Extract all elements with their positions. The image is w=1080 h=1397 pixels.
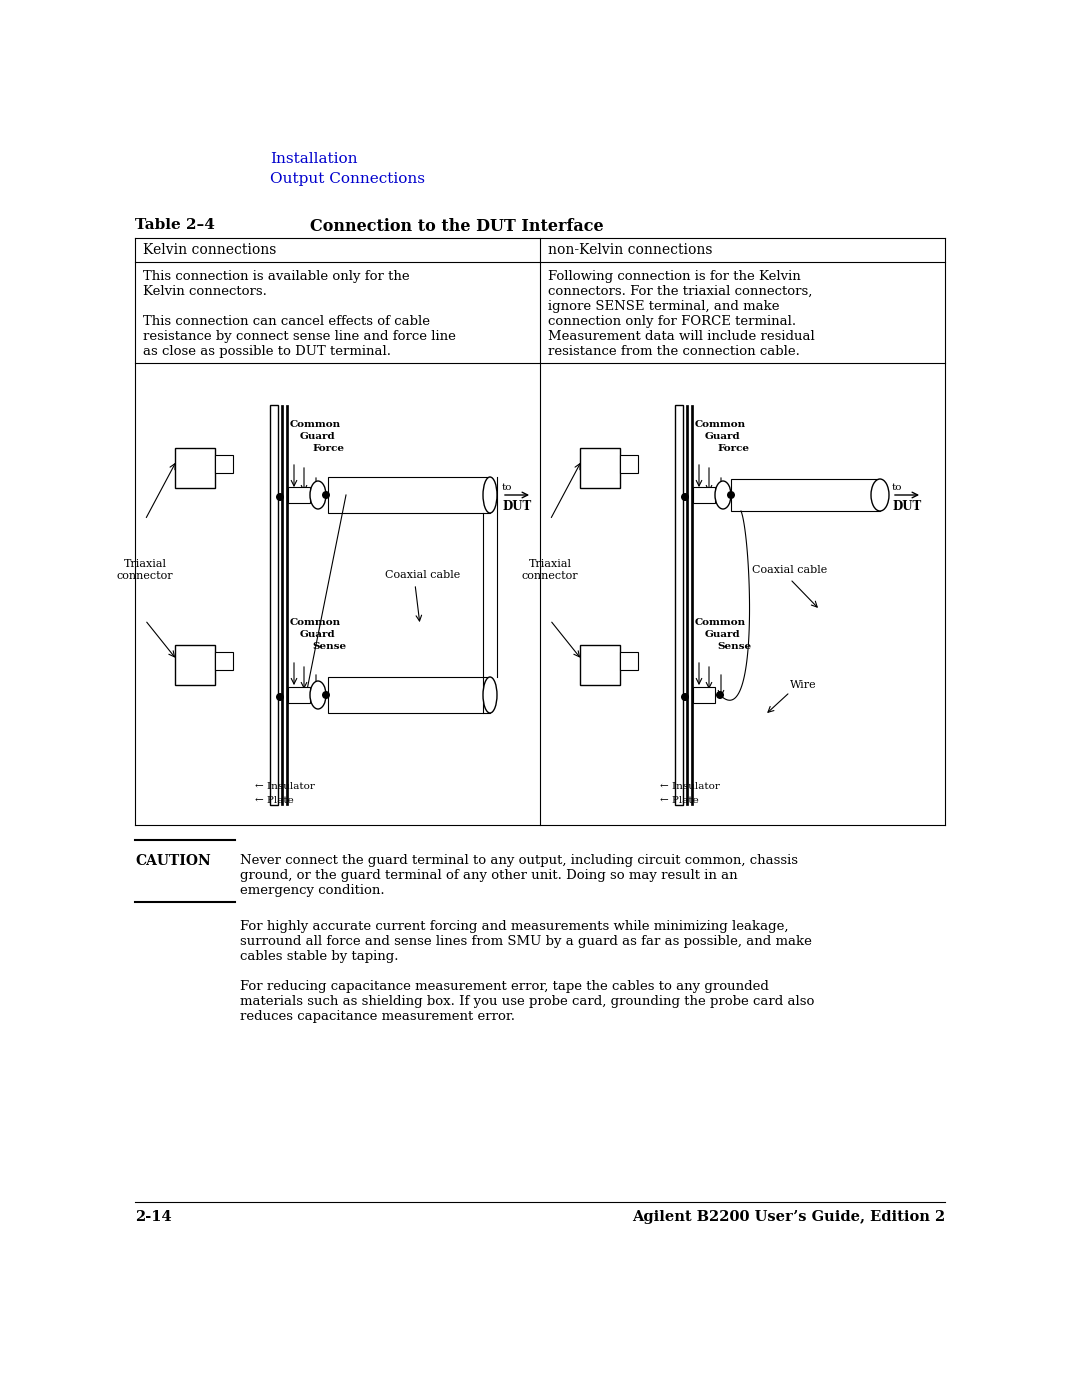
Text: Guard: Guard [300,630,336,638]
Text: resistance from the connection cable.: resistance from the connection cable. [548,345,800,358]
Text: Guard: Guard [705,630,741,638]
Text: Output Connections: Output Connections [270,172,426,186]
Text: CAUTION: CAUTION [135,854,211,868]
Text: resistance by connect sense line and force line: resistance by connect sense line and for… [143,330,456,344]
Text: Agilent B2200 User’s Guide, Edition 2: Agilent B2200 User’s Guide, Edition 2 [632,1210,945,1224]
Text: Table 2–4: Table 2–4 [135,218,215,232]
Bar [686,405,688,805]
Bar [270,405,278,805]
Text: Common: Common [696,617,746,627]
Bar [693,488,715,503]
Bar [580,448,620,488]
Text: Guard: Guard [300,432,336,441]
Bar [175,645,215,685]
Bar [731,479,880,511]
Circle shape [276,693,284,701]
Text: Coaxial cable: Coaxial cable [753,564,827,576]
Text: ← Insulator: ← Insulator [255,782,315,791]
Bar [675,405,683,805]
Text: Triaxial
connector: Triaxial connector [117,559,173,581]
Text: DUT: DUT [502,500,531,513]
Text: cables stable by taping.: cables stable by taping. [240,950,399,963]
Text: Never connect the guard terminal to any output, including circuit common, chassi: Never connect the guard terminal to any … [240,854,798,868]
Bar [288,488,310,503]
Text: Triaxial
connector: Triaxial connector [522,559,578,581]
Circle shape [322,490,330,499]
Text: connectors. For the triaxial connectors,: connectors. For the triaxial connectors, [548,285,812,298]
Text: For highly accurate current forcing and measurements while minimizing leakage,: For highly accurate current forcing and … [240,921,788,933]
Text: Kelvin connectors.: Kelvin connectors. [143,285,267,298]
Text: non-Kelvin connections: non-Kelvin connections [548,243,713,257]
Text: Installation: Installation [270,152,357,166]
Bar [281,405,283,805]
Bar [620,455,638,474]
Text: Sense: Sense [717,643,751,651]
Bar [288,687,310,703]
Text: Common: Common [291,420,341,429]
Ellipse shape [483,678,497,712]
Text: Force: Force [717,444,750,453]
Text: surround all force and sense lines from SMU by a guard as far as possible, and m: surround all force and sense lines from … [240,935,812,949]
Bar [215,652,233,671]
Text: For reducing capacitance measurement error, tape the cables to any grounded: For reducing capacitance measurement err… [240,981,769,993]
Bar [691,405,693,805]
Text: Common: Common [291,617,341,627]
Text: to: to [892,483,903,492]
Text: connection only for FORCE terminal.: connection only for FORCE terminal. [548,314,796,328]
Circle shape [727,490,735,499]
Ellipse shape [870,479,889,511]
Text: Following connection is for the Kelvin: Following connection is for the Kelvin [548,270,800,284]
Ellipse shape [310,680,326,710]
Text: to: to [502,483,513,492]
Text: as close as possible to DUT terminal.: as close as possible to DUT terminal. [143,345,391,358]
Text: Guard: Guard [705,432,741,441]
Text: Force: Force [312,444,345,453]
Text: DUT: DUT [892,500,921,513]
Bar [693,687,715,703]
Text: Sense: Sense [312,643,346,651]
Text: Wire: Wire [789,680,816,690]
Circle shape [276,493,284,502]
Circle shape [681,493,689,502]
Text: Measurement data will include residual: Measurement data will include residual [548,330,814,344]
Bar [175,448,215,488]
Text: ← Plate: ← Plate [660,796,699,805]
Bar [215,455,233,474]
Text: Kelvin connections: Kelvin connections [143,243,276,257]
Text: emergency condition.: emergency condition. [240,884,384,897]
Circle shape [716,692,724,698]
Text: ← Insulator: ← Insulator [660,782,720,791]
Ellipse shape [483,476,497,513]
Text: This connection is available only for the: This connection is available only for th… [143,270,409,284]
Text: ignore SENSE terminal, and make: ignore SENSE terminal, and make [548,300,780,313]
Bar [328,476,490,513]
Circle shape [681,693,689,701]
Text: This connection can cancel effects of cable: This connection can cancel effects of ca… [143,314,430,328]
Text: Connection to the DUT Interface: Connection to the DUT Interface [310,218,604,235]
Bar [620,652,638,671]
Text: reduces capacitance measurement error.: reduces capacitance measurement error. [240,1010,515,1023]
Ellipse shape [715,481,731,509]
Text: Coaxial cable: Coaxial cable [384,570,460,580]
Bar [328,678,490,712]
Bar [286,405,288,805]
Ellipse shape [310,481,326,509]
Text: materials such as shielding box. If you use probe card, grounding the probe card: materials such as shielding box. If you … [240,995,814,1009]
Text: Common: Common [696,420,746,429]
Text: 2-14: 2-14 [135,1210,172,1224]
Circle shape [322,692,330,698]
Text: ground, or the guard terminal of any other unit. Doing so may result in an: ground, or the guard terminal of any oth… [240,869,738,882]
Bar [580,645,620,685]
Text: ← Plate: ← Plate [255,796,294,805]
